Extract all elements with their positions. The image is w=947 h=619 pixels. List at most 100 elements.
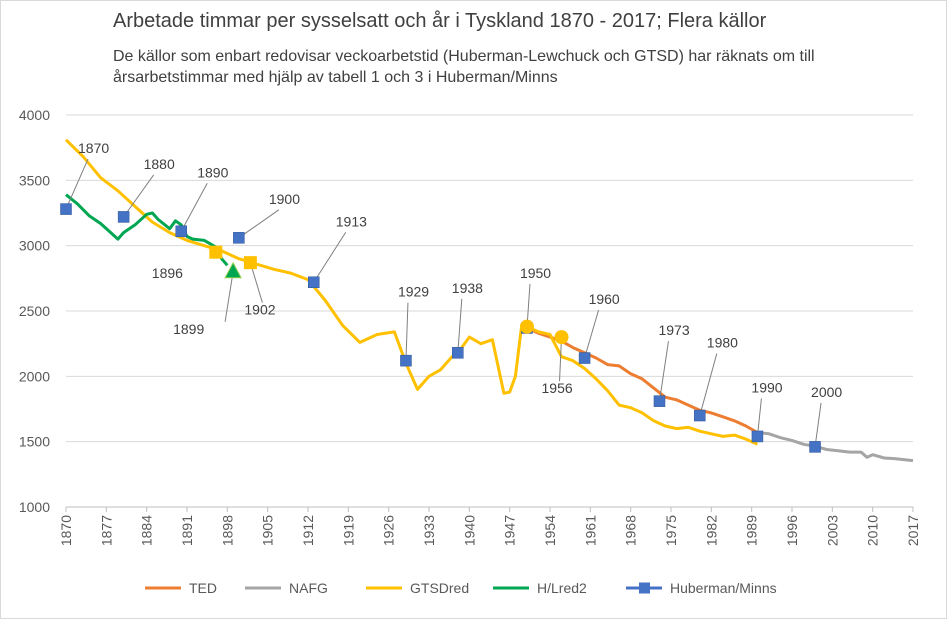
legend-layer: TED NAFG GTSDred H/Lred2 Huberman/Minns (145, 580, 777, 596)
series-line-h-lred2 (65, 193, 229, 267)
y-tick-label: 3500 (19, 172, 50, 188)
series-layer (64, 138, 914, 463)
annotation-label-1950: 1950 (520, 265, 551, 281)
legend-label-h-lred2: H/Lred2 (537, 580, 587, 596)
axis-layer: 1000 1500 2000 2500 3000 3500 4000 1870 1877 1884… (19, 107, 921, 546)
y-tick-label: 1000 (19, 499, 50, 515)
series-line-nafg (757, 431, 914, 463)
annotation-label-1870: 1870 (78, 140, 109, 156)
annotation-layer: 1870 1880 1890 1896 1899 1900 1902 1913 1929 1938… (78, 140, 842, 400)
x-tick-label: 1933 (421, 515, 437, 546)
legend-marker-huberman-minns (639, 582, 650, 594)
point-huberman-minns (308, 276, 320, 289)
x-tick-label: 1996 (784, 515, 800, 546)
annotation-leader (224, 271, 234, 322)
legend-item-h-lred2: H/Lred2 (493, 580, 587, 596)
x-tick-label: 2003 (824, 515, 840, 546)
legend-label-nafg: NAFG (289, 580, 328, 596)
x-tick-label: 2017 (905, 515, 921, 546)
chart-title: Arbetade timmar per sysselsatt och år i … (113, 10, 767, 32)
annotation-label-1990: 1990 (751, 379, 782, 395)
annotation-label-1900: 1900 (269, 191, 300, 207)
annotation-leader (123, 174, 155, 218)
point-huberman-minns (751, 430, 764, 443)
point-huberman-minns (578, 352, 591, 364)
x-tick-label: 1870 (58, 515, 74, 546)
annotation-label-1896: 1896 (152, 265, 183, 281)
annotation-leader (313, 231, 347, 283)
annotation-leader (756, 398, 762, 437)
annotation-label-1890: 1890 (197, 164, 228, 180)
y-tick-label: 3000 (19, 238, 50, 254)
y-tick-label: 2500 (19, 303, 50, 319)
marker-layer (60, 203, 821, 453)
legend-label-gtsdred: GTSDred (410, 580, 469, 596)
annotation-label-2000: 2000 (811, 384, 842, 400)
x-tick-label: 1919 (340, 515, 356, 546)
leader-layer (65, 158, 822, 447)
extra-marker-square (243, 256, 257, 270)
series-line-gtsdred (64, 138, 759, 446)
annotation-label-1899: 1899 (173, 321, 204, 337)
annotation-leader (658, 341, 669, 402)
x-tick-label: 1947 (502, 515, 518, 546)
point-huberman-minns (694, 409, 706, 422)
series-line-ted (526, 326, 759, 434)
x-tick-label: 1898 (219, 515, 235, 546)
point-huberman-minns (175, 225, 187, 238)
annotation-leader (405, 302, 409, 361)
annotation-leader (180, 183, 208, 232)
annotation-label-1960: 1960 (589, 291, 620, 307)
annotation-leader (814, 402, 822, 447)
point-huberman-minns (653, 395, 666, 407)
x-tick-label: 1884 (139, 515, 155, 546)
annotation-label-1956: 1956 (542, 380, 573, 396)
y-tick-label: 4000 (19, 107, 50, 123)
point-huberman-minns (117, 211, 130, 223)
legend-item-huberman-minns: Huberman/Minns (626, 580, 777, 596)
annotation-label-1902: 1902 (244, 302, 275, 318)
extra-marker-square (209, 245, 223, 259)
x-tick-label: 1975 (663, 515, 679, 546)
annotation-label-1929: 1929 (398, 284, 429, 300)
x-tick-label: 2010 (865, 515, 881, 546)
chart-subtitle: De källor som enbart redovisar veckoarbe… (113, 48, 815, 86)
x-tick-label: 1968 (623, 515, 639, 546)
annotation-leader (65, 158, 89, 210)
x-tick-label: 1926 (381, 515, 397, 546)
extra-marker-circle (519, 319, 534, 334)
legend-item-nafg: NAFG (245, 580, 328, 596)
point-huberman-minns (809, 441, 821, 453)
x-tick-label: 1954 (542, 515, 558, 546)
point-huberman-minns (400, 354, 412, 367)
y-tick-label: 1500 (19, 434, 50, 450)
point-huberman-minns (233, 232, 245, 244)
annotation-leader (457, 298, 463, 353)
legend-item-ted: TED (145, 580, 217, 596)
annotation-leader (699, 353, 718, 416)
legend-item-gtsdred: GTSDred (366, 580, 469, 596)
annotation-label-1880: 1880 (144, 156, 175, 172)
extra-marker-triangle (224, 261, 242, 279)
legend-label-ted: TED (189, 580, 217, 596)
x-tick-label: 1877 (98, 515, 114, 546)
y-tick-label: 2000 (19, 368, 50, 384)
x-tick-label: 1961 (582, 515, 598, 546)
annotation-leader (584, 309, 600, 359)
x-tick-label: 1912 (300, 515, 316, 546)
x-tick-label: 1905 (260, 515, 276, 546)
extra-marker-circle (554, 330, 569, 345)
x-tick-label: 1891 (179, 515, 195, 546)
annotation-leader (559, 337, 563, 382)
grid-layer (66, 114, 913, 508)
x-tick-label: 1940 (461, 515, 477, 546)
annotation-label-1913: 1913 (336, 213, 367, 229)
annotation-leader (238, 209, 280, 239)
x-tick-label: 1982 (703, 515, 719, 546)
legend-label-huberman-minns: Huberman/Minns (670, 580, 777, 596)
annotation-label-1973: 1973 (658, 322, 689, 338)
annotation-label-1938: 1938 (452, 280, 483, 296)
annotation-leader (249, 262, 263, 303)
